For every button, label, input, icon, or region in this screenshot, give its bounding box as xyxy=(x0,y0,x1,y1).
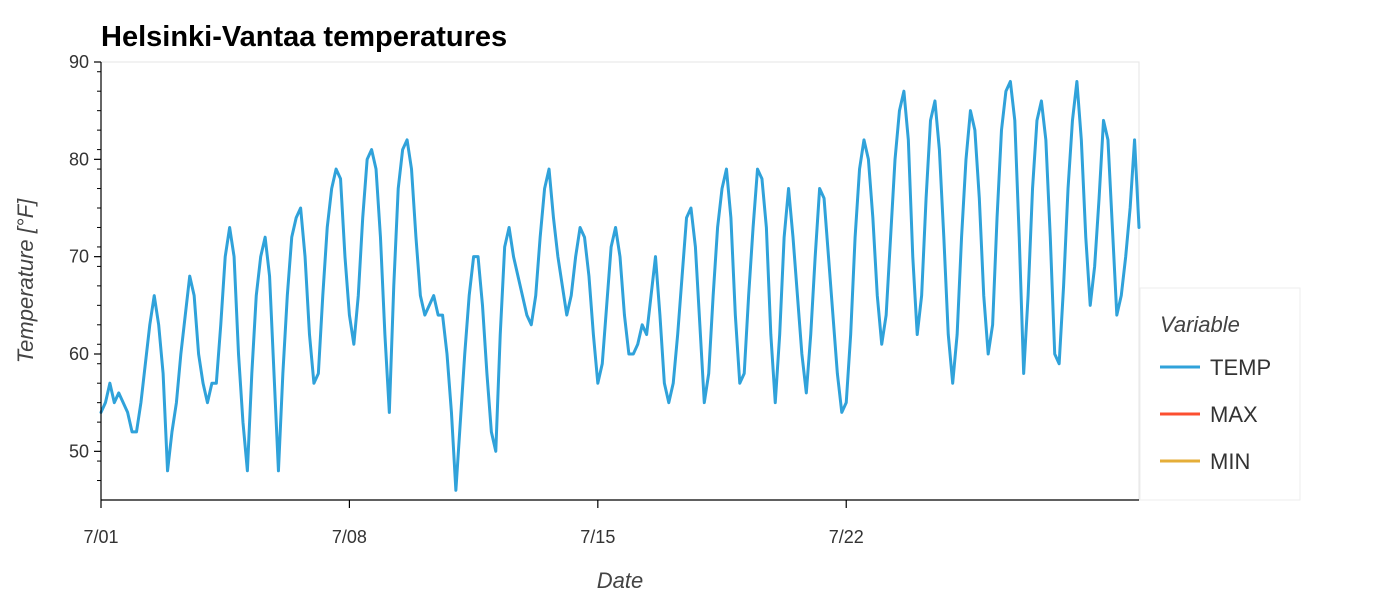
y-tick-label: 50 xyxy=(69,441,89,461)
series-line-temp xyxy=(99,79,1141,492)
legend-label-max: MAX xyxy=(1210,402,1258,427)
x-ticks: 7/01 7/08 7/15 7/22 xyxy=(83,500,864,547)
y-tick-label: 80 xyxy=(69,149,89,169)
legend: Variable TEMP MAX MIN xyxy=(1139,287,1301,501)
x-axis-label: Date xyxy=(597,568,643,593)
x-tick-label: 7/22 xyxy=(829,527,864,547)
x-tick-label: 7/01 xyxy=(83,527,118,547)
y-tick-label: 90 xyxy=(69,52,89,72)
series-layer xyxy=(99,79,1141,492)
x-tick-label: 7/08 xyxy=(332,527,367,547)
y-tick-label: 60 xyxy=(69,344,89,364)
y-ticks: 50 60 70 80 90 xyxy=(69,52,101,482)
y-axis-label: Temperature [°F] xyxy=(13,198,38,363)
y-tick-label: 70 xyxy=(69,247,89,267)
plot-area xyxy=(100,61,1140,501)
legend-items: TEMP MAX MIN xyxy=(1160,355,1271,474)
legend-box xyxy=(1139,287,1301,501)
legend-title: Variable xyxy=(1160,312,1240,337)
y-axis: 50 60 70 80 90 xyxy=(69,52,102,500)
x-axis: 7/01 7/08 7/15 7/22 xyxy=(83,499,1139,547)
legend-label-min: MIN xyxy=(1210,449,1250,474)
chart-title: Helsinki-Vantaa temperatures xyxy=(101,21,507,53)
x-tick-label: 7/15 xyxy=(580,527,615,547)
legend-label-temp: TEMP xyxy=(1210,355,1271,380)
